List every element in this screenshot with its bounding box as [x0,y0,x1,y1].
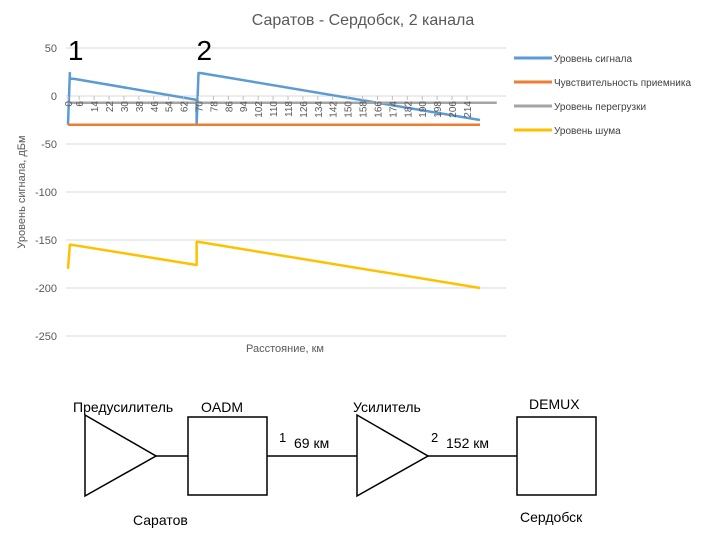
x-tick-label: 142 [329,101,340,118]
preamp-triangle [84,413,158,498]
x-axis-title: Расстояние, км [246,343,324,355]
demux-box [516,416,597,496]
x-tick-label: 86 [224,101,235,113]
x-tick-label: 6 [75,101,86,107]
x-tick-label: 158 [359,101,370,118]
y-axis-title: Уровень сигнала, дБм [16,135,28,248]
legend: Уровень сигнала Чувствительность приемник… [514,54,691,137]
legend-entry: Уровень перегрузки [554,102,646,113]
x-tick-label: 38 [135,101,146,113]
x-tick-label: 198 [433,101,444,118]
x-tick-label: 134 [314,101,325,118]
oadm-label: OADM [201,399,243,415]
oadm-box [187,416,268,496]
preamp-label: Предусилитель [73,399,173,415]
legend-entry: Уровень шума [554,126,621,137]
x-tick-labels: 0 6 14 22 30 38 46 54 62 70 78 86 94 102 110 118 126 134 1… [64,96,474,118]
x-tick-label: 94 [239,101,250,113]
demux-label: DEMUX [529,396,580,412]
series-line-1 [66,71,481,127]
city-start-label: Саратов [133,512,188,528]
y-tick-labels: 50 0 -50 -100 -150 -200 -250 [35,43,57,343]
span-1-label: 69 км [294,435,329,451]
amplifier-label: Усилитель [353,399,421,415]
x-tick-label: 102 [254,101,265,118]
chart-title: Саратов - Сердобск, 2 канала [252,12,475,29]
point-marker-1: 1 [68,35,84,66]
x-tick-label: 0 [64,101,75,107]
x-tick-label: 54 [165,101,176,113]
x-tick-label: 14 [90,101,101,113]
point-1-label: 1 [279,430,286,445]
x-tick-label: 150 [344,101,355,118]
x-tick-label: 78 [209,101,220,113]
x-tick-label: 30 [120,101,131,113]
y-tick-label: 50 [45,43,57,55]
y-tick-label: -50 [41,139,57,151]
x-tick-label: 118 [284,101,295,117]
x-tick-label: 46 [150,101,161,113]
series-line-4 [66,240,481,290]
x-tick-label: 182 [403,101,414,118]
network-diagram: Предусилитель OADM 1 69 км Усилитель 2 1… [73,396,597,528]
y-tick-label: 0 [51,91,57,103]
x-tick-label: 22 [105,101,116,113]
gridlines [66,47,506,337]
x-tick-label: 166 [373,101,384,118]
series-lines [66,71,497,290]
span-2-label: 152 км [446,435,489,451]
x-tick-label: 214 [463,101,474,118]
chart: Саратов - Сердобск, 2 канала 50 0 -50 -100 -… [16,12,691,355]
point-marker-2: 2 [196,35,212,66]
legend-entry: Уровень сигнала [554,54,632,65]
y-tick-label: -250 [35,331,57,343]
x-tick-label: 62 [180,101,191,113]
amplifier-triangle [356,413,430,498]
y-tick-label: -150 [35,235,57,247]
x-tick-label: 110 [269,101,280,117]
x-tick-label: 190 [418,101,429,118]
x-tick-label: 70 [194,101,205,113]
y-tick-label: -200 [35,283,57,295]
x-tick-label: 126 [299,101,310,118]
city-end-label: Сердобск [520,509,583,525]
legend-entry: Чувствительность приемника [554,78,691,89]
x-tick-label: 206 [448,101,459,118]
x-tick-label: 174 [388,101,399,118]
y-tick-label: -100 [35,187,57,199]
point-2-label: 2 [431,430,438,445]
